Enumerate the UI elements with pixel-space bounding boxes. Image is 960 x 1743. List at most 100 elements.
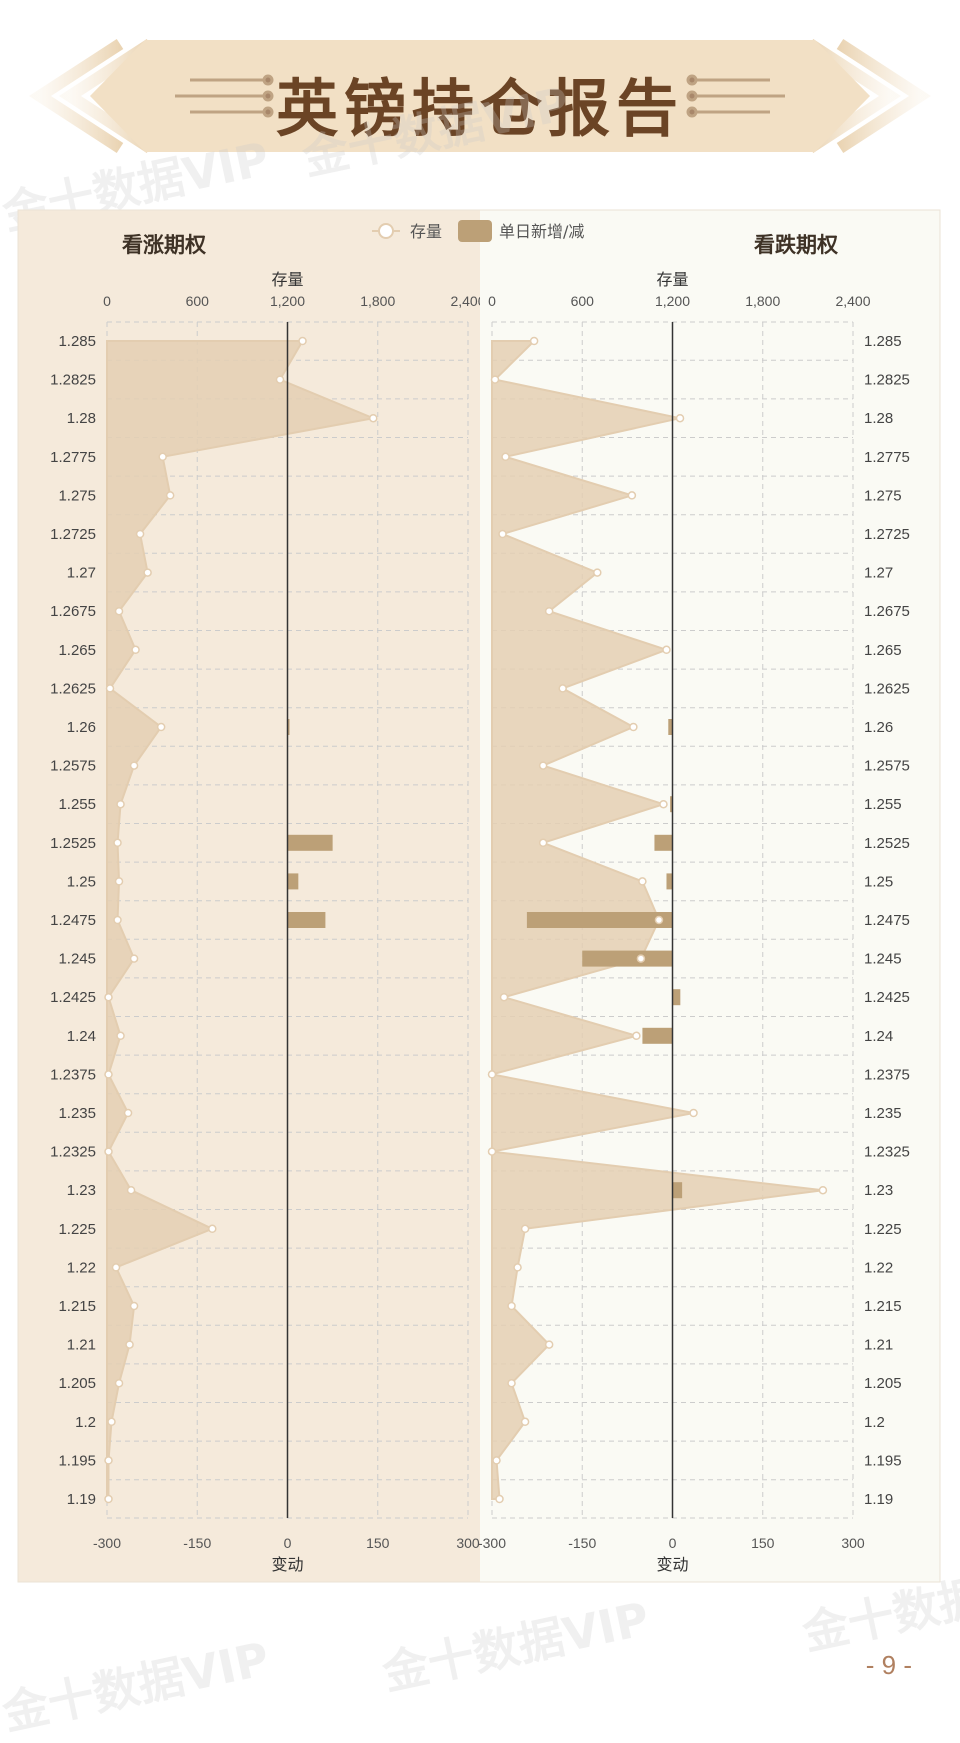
strike-label: 1.215 xyxy=(864,1298,902,1315)
title-banner xyxy=(0,0,960,190)
stock-point xyxy=(111,1263,121,1272)
strike-label: 1.2375 xyxy=(864,1066,910,1083)
stock-point xyxy=(104,1147,113,1156)
strike-label: 1.21 xyxy=(864,1337,893,1354)
strike-label: 1.24 xyxy=(864,1028,893,1045)
stock-point xyxy=(487,1147,497,1156)
stock-area xyxy=(106,340,377,1500)
strike-label: 1.2825 xyxy=(864,372,910,389)
stock-tick-label: 0 xyxy=(103,293,111,309)
stock-point xyxy=(490,375,500,384)
stock-point xyxy=(675,413,685,423)
change-axis-label: 变动 xyxy=(656,1555,688,1574)
strike-label: 1.2725 xyxy=(864,526,910,543)
stock-point xyxy=(116,799,125,809)
change-bar xyxy=(582,950,673,967)
banner-chevrons-right xyxy=(806,38,932,154)
stock-point xyxy=(662,645,671,655)
strike-label: 1.25 xyxy=(67,873,96,890)
strike-label: 1.25 xyxy=(864,873,893,890)
stock-point xyxy=(114,606,124,616)
legend-stock-label: 存量 xyxy=(410,222,442,241)
stock-point xyxy=(520,1417,530,1427)
stock-point xyxy=(636,954,646,963)
stock-point xyxy=(107,1417,116,1427)
panel-title: 看跌期权 xyxy=(754,233,838,257)
stock-point xyxy=(114,877,124,886)
strike-label: 1.26 xyxy=(864,719,893,736)
stock-point xyxy=(113,915,122,925)
stock-tick-label: 2,400 xyxy=(450,293,485,309)
change-bar xyxy=(287,719,290,735)
stock-point xyxy=(593,568,602,577)
strike-label: 1.23 xyxy=(67,1182,96,1199)
stock-point xyxy=(135,529,145,539)
strike-label: 1.2675 xyxy=(864,603,910,620)
stock-tick-label: 1,800 xyxy=(360,293,395,309)
strike-label: 1.2775 xyxy=(50,449,96,466)
change-tick-label: 0 xyxy=(284,1535,292,1551)
stock-point xyxy=(275,375,285,384)
stock-point xyxy=(495,1494,504,1504)
strike-label: 1.24 xyxy=(67,1028,96,1045)
change-tick-label: 150 xyxy=(751,1535,775,1551)
stock-tick-label: 600 xyxy=(571,293,595,309)
legend: 存量 单日新增/减 xyxy=(372,220,584,242)
stock-point xyxy=(654,915,664,925)
stock-point xyxy=(544,606,554,616)
strike-label: 1.2725 xyxy=(50,526,96,543)
strike-label: 1.205 xyxy=(58,1375,96,1392)
stock-tick-label: 1,200 xyxy=(270,293,305,309)
strike-label: 1.205 xyxy=(864,1375,902,1392)
stock-point xyxy=(125,1340,134,1349)
change-tick-label: 150 xyxy=(366,1535,390,1551)
change-tick-label: 300 xyxy=(456,1535,480,1551)
panel-title: 看涨期权 xyxy=(122,233,206,257)
banner-graphic xyxy=(28,38,932,154)
strike-label: 1.19 xyxy=(864,1491,893,1508)
stock-point xyxy=(123,1108,133,1118)
stock-point xyxy=(126,1185,136,1195)
panel-left: 0 600 1,200 1,800 2,400 存量 -300 -150 0 150 300 变动 1.… xyxy=(18,210,486,1582)
strike-label: 1.22 xyxy=(67,1259,96,1276)
stock-tick-label: 600 xyxy=(186,293,210,309)
strike-label: 1.2625 xyxy=(864,680,910,697)
strike-label: 1.225 xyxy=(864,1221,902,1238)
stock-point xyxy=(131,645,140,655)
stock-point xyxy=(507,1378,516,1388)
strike-label: 1.265 xyxy=(58,642,96,659)
change-bar xyxy=(668,719,673,735)
options-chart: 0 600 1,200 1,800 2,400 存量 -300 -150 0 150 300 变动 1.… xyxy=(17,209,941,1583)
stock-tick-label: 0 xyxy=(488,293,496,309)
stock-point xyxy=(558,684,567,693)
stock-point xyxy=(104,1070,113,1079)
change-bar xyxy=(672,989,681,1006)
strike-label: 1.2375 xyxy=(50,1066,96,1083)
stock-point xyxy=(129,954,139,963)
strike-label: 1.28 xyxy=(67,410,96,427)
stock-point xyxy=(529,336,539,346)
strike-label: 1.2425 xyxy=(864,989,910,1006)
stock-point xyxy=(156,722,166,732)
stock-point xyxy=(104,1494,113,1504)
stock-point xyxy=(538,838,548,848)
stock-point xyxy=(129,761,139,770)
strike-label: 1.235 xyxy=(58,1105,96,1122)
change-bar xyxy=(287,834,333,851)
strike-label: 1.2525 xyxy=(864,835,910,852)
stock-point xyxy=(501,452,510,462)
chart-border xyxy=(17,209,941,1583)
strike-label: 1.215 xyxy=(58,1298,96,1315)
legend-change-label: 单日新增/减 xyxy=(499,222,584,241)
change-bar xyxy=(672,1182,683,1199)
stock-point xyxy=(498,529,507,539)
strike-label: 1.2525 xyxy=(50,835,96,852)
strike-label: 1.285 xyxy=(58,333,96,350)
change-bar xyxy=(287,873,299,890)
panel-right: 0 600 1,200 1,800 2,400 存量 -300 -150 0 150 300 变动 1.… xyxy=(478,210,940,1582)
change-tick-label: -150 xyxy=(568,1535,596,1551)
strike-label: 1.21 xyxy=(67,1337,96,1354)
stock-point xyxy=(492,1456,501,1465)
strike-label: 1.195 xyxy=(58,1452,96,1469)
stock-point xyxy=(116,1031,125,1041)
